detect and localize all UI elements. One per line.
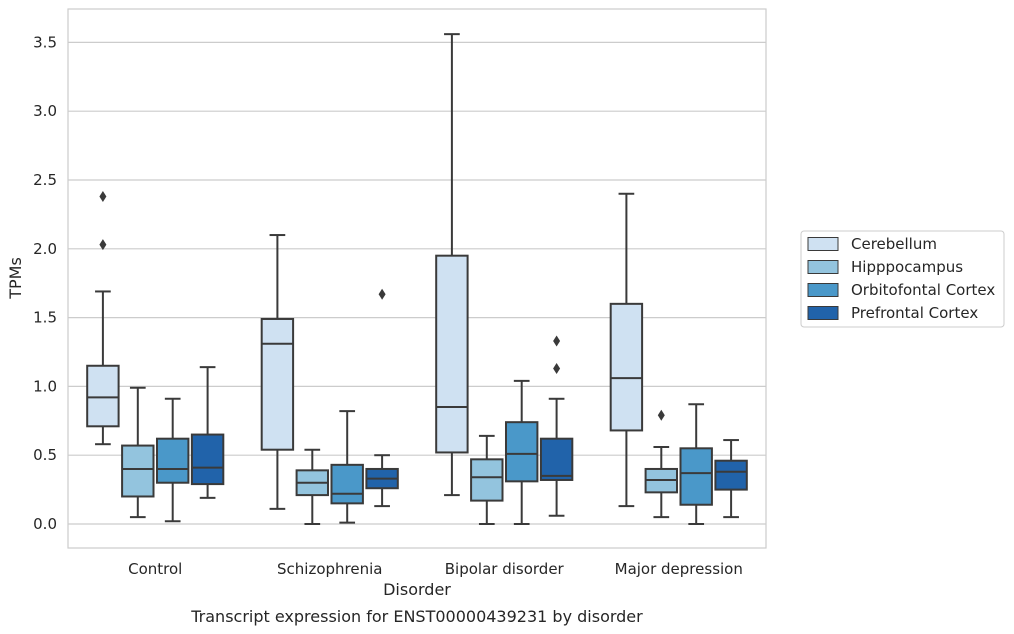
box-hipppocampus: [121, 386, 155, 519]
y-tick-label: 1.0: [33, 377, 57, 395]
y-tick-label: 2.0: [33, 240, 57, 258]
box-iqr: [504, 421, 539, 483]
box-cerebellum: [86, 191, 120, 446]
box-orbitofontal-cortex: [679, 403, 713, 525]
y-axis-label: TPMs: [6, 257, 25, 300]
y-tick-label: 3.5: [33, 33, 57, 51]
chart-caption: Transcript expression for ENST0000043923…: [190, 607, 643, 626]
x-tick-labels: Control Schizophrenia Bipolar disorder Majo…: [128, 560, 743, 578]
y-tick-label: 1.5: [33, 309, 57, 327]
box-prefrontal-cortex: [190, 366, 225, 499]
box-iqr: [435, 254, 469, 454]
box-iqr: [679, 447, 713, 506]
box-series: [86, 33, 748, 525]
y-tick-label: 0.5: [33, 446, 57, 464]
legend-label: Prefrontal Cortex: [851, 304, 978, 322]
box-iqr: [609, 302, 644, 432]
box-iqr: [330, 463, 364, 505]
outlier-point: [99, 239, 107, 251]
box-iqr: [86, 364, 120, 428]
box-hipppocampus: [470, 434, 504, 525]
legend-swatch: [807, 306, 839, 320]
box-iqr: [155, 437, 190, 484]
box-prefrontal-cortex: [539, 335, 574, 517]
box-cerebellum: [609, 192, 644, 508]
outlier-point: [553, 335, 561, 347]
x-tick-label: Control: [128, 560, 182, 578]
outlier-point: [99, 191, 107, 203]
box-orbitofontal-cortex: [504, 379, 539, 525]
legend: Cerebellum Hipppocampus Orbitofontal Corte…: [800, 230, 1005, 328]
box-iqr: [260, 317, 295, 451]
x-tick-label: Bipolar disorder: [445, 560, 565, 578]
x-axis-label: Disorder: [383, 580, 451, 599]
box-orbitofontal-cortex: [155, 397, 190, 523]
legend-swatch: [807, 283, 839, 297]
box-cerebellum: [260, 234, 295, 510]
legend-label: Orbitofontal Cortex: [851, 281, 995, 299]
legend-items: Cerebellum Hipppocampus Orbitofontal Corte…: [807, 235, 995, 322]
box-iqr: [539, 437, 574, 481]
y-tick-label: 2.5: [33, 171, 57, 189]
box-prefrontal-cortex: [714, 439, 748, 519]
x-tick-label: Schizophrenia: [277, 560, 382, 578]
box-hipppocampus: [644, 409, 679, 519]
outlier-point: [657, 409, 665, 421]
x-tick-label: Major depression: [615, 560, 743, 578]
plot-frame: [67, 8, 767, 549]
legend-label: Hipppocampus: [851, 258, 963, 276]
y-tick-label: 3.0: [33, 102, 57, 120]
box-iqr: [190, 433, 225, 486]
box-cerebellum: [435, 33, 469, 497]
outlier-point: [378, 288, 386, 300]
outlier-point: [553, 363, 561, 375]
box-iqr: [470, 458, 504, 502]
box-hipppocampus: [295, 448, 330, 525]
box-iqr: [714, 459, 748, 491]
legend-label: Cerebellum: [851, 235, 937, 253]
box-iqr: [121, 444, 155, 498]
box-prefrontal-cortex: [365, 288, 399, 508]
legend-swatch: [807, 237, 839, 251]
box-orbitofontal-cortex: [330, 410, 364, 524]
y-tick-label: 0.0: [33, 515, 57, 533]
legend-swatch: [807, 260, 839, 274]
legend-frame: [800, 230, 1005, 328]
y-tick-labels: 0.0 0.5 1.0 1.5 2.0 2.5 3.0 3.5: [33, 33, 57, 533]
